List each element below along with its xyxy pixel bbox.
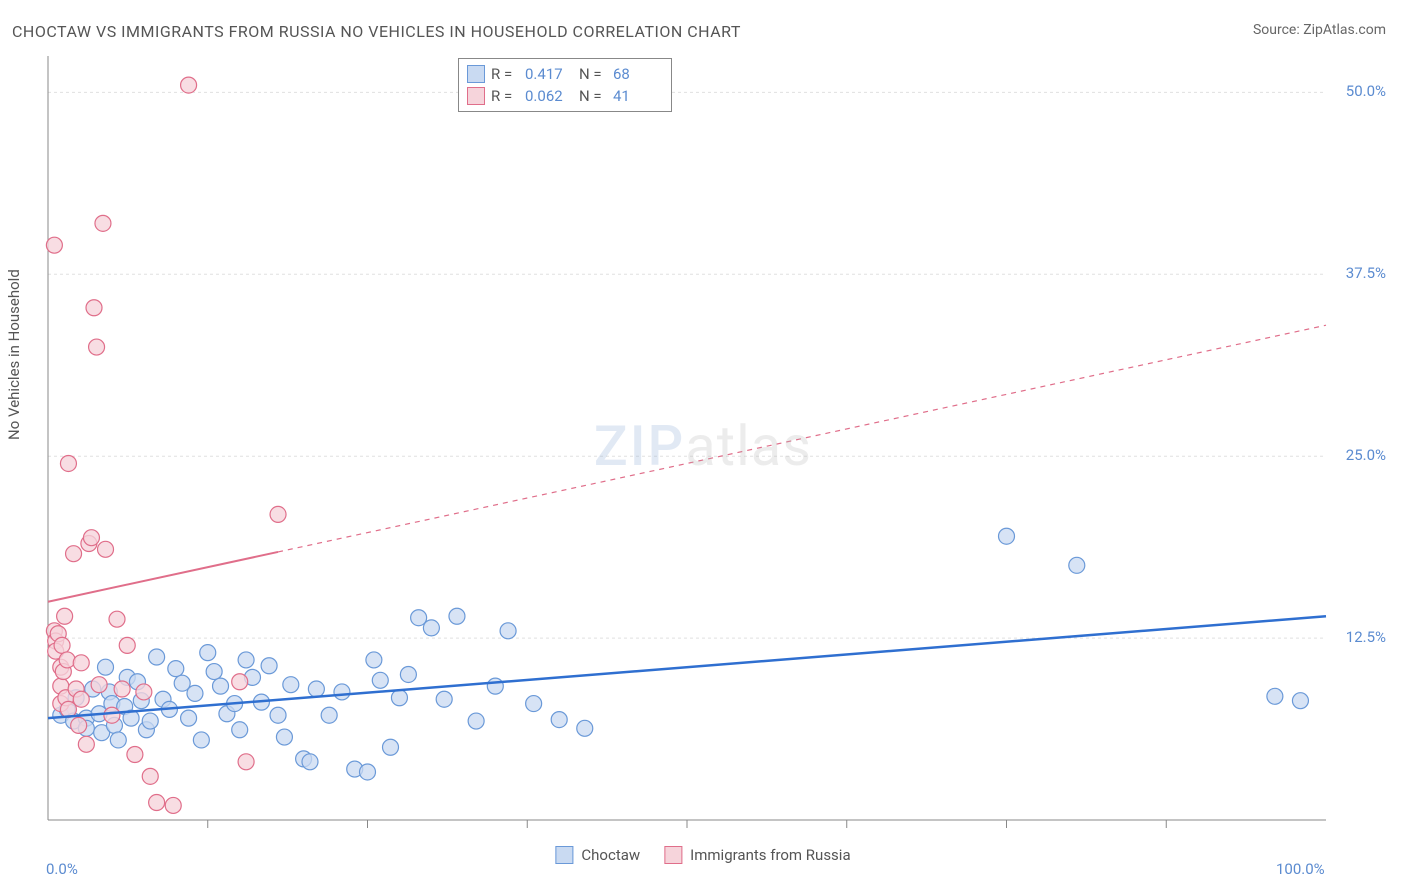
stat-n-label: N = xyxy=(579,87,607,105)
legend-swatch-icon xyxy=(467,87,485,105)
stat-r-value: 0.062 xyxy=(525,87,573,105)
stat-r-value: 0.417 xyxy=(525,65,573,83)
legend-swatch-icon xyxy=(555,846,573,864)
stat-n-value: 41 xyxy=(613,87,661,105)
y-tick-label: 37.5% xyxy=(1346,264,1386,282)
stat-n-label: N = xyxy=(579,65,607,83)
y-tick-label: 50.0% xyxy=(1346,82,1386,100)
y-tick-label: 25.0% xyxy=(1346,446,1386,464)
x-tick-label: 100.0% xyxy=(1276,860,1325,878)
stat-r-label: R = xyxy=(491,65,519,83)
stat-n-value: 68 xyxy=(613,65,661,83)
series-legend-label: Choctaw xyxy=(581,846,640,864)
series-legend-label: Immigrants from Russia xyxy=(690,846,850,864)
y-tick-label: 12.5% xyxy=(1346,628,1386,646)
series-legend-item: Choctaw xyxy=(555,846,640,864)
stats-legend: R = 0.417 N = 68 R = 0.062 N = 41 xyxy=(458,58,672,112)
stat-r-label: R = xyxy=(491,87,519,105)
legend-swatch-icon xyxy=(664,846,682,864)
legend-swatch-icon xyxy=(467,65,485,83)
x-tick-label: 0.0% xyxy=(46,860,78,878)
series-legend: Choctaw Immigrants from Russia xyxy=(555,846,850,864)
scatter-chart xyxy=(0,0,1406,892)
series-legend-item: Immigrants from Russia xyxy=(664,846,850,864)
stats-legend-row: R = 0.417 N = 68 xyxy=(467,63,661,85)
stats-legend-row: R = 0.062 N = 41 xyxy=(467,85,661,107)
